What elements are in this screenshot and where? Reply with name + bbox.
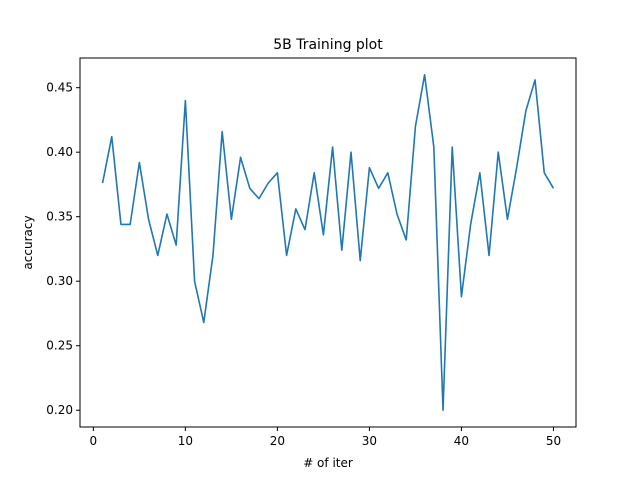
x-axis-label: # of iter bbox=[303, 456, 353, 470]
x-tick-label: 20 bbox=[270, 434, 285, 448]
chart-title: 5B Training plot bbox=[273, 37, 383, 53]
accuracy-series-line bbox=[101, 73, 555, 412]
x-axis-ticks: 0 10 20 30 40 50 bbox=[90, 427, 561, 448]
y-tick-label: 0.30 bbox=[46, 274, 73, 288]
y-tick-label: 0.40 bbox=[46, 145, 73, 159]
x-tick-label: 10 bbox=[178, 434, 193, 448]
y-tick-label: 0.25 bbox=[46, 339, 73, 353]
x-tick-label: 0 bbox=[90, 434, 98, 448]
x-tick-label: 50 bbox=[546, 434, 561, 448]
y-tick-label: 0.20 bbox=[46, 403, 73, 417]
x-tick-label: 30 bbox=[362, 434, 377, 448]
y-axis-ticks: 0.20 0.25 0.30 0.35 0.40 0.45 bbox=[46, 81, 80, 417]
axes-frame bbox=[79, 57, 577, 428]
y-tick-label: 0.45 bbox=[46, 81, 73, 95]
x-tick-label: 40 bbox=[454, 434, 469, 448]
y-axis-label: accuracy bbox=[21, 215, 35, 269]
y-tick-label: 0.35 bbox=[46, 210, 73, 224]
